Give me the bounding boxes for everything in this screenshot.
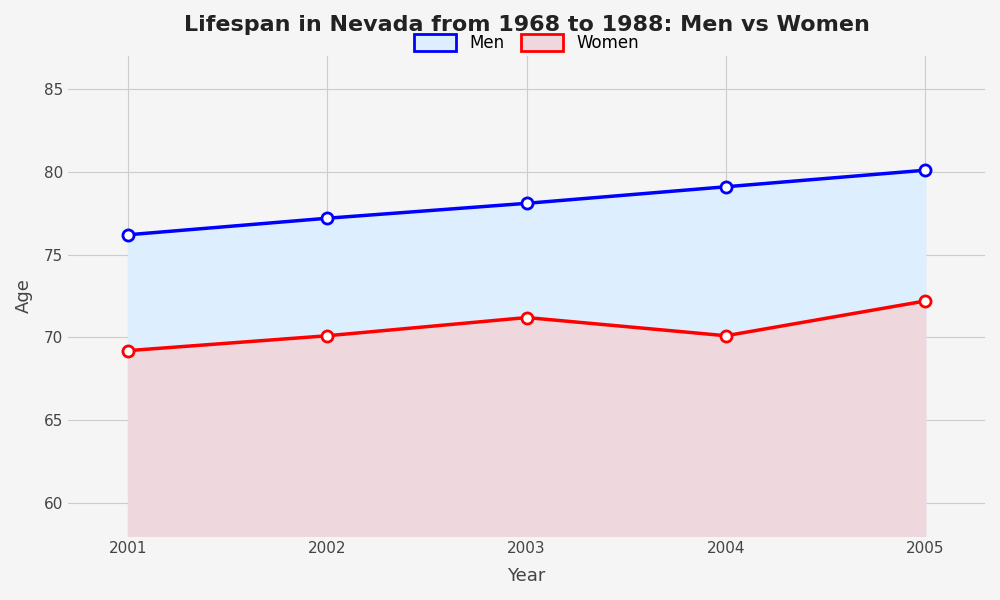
Men [122,231,134,238]
Women [122,347,134,354]
Men [919,167,931,174]
Line: Women: Women [123,295,931,356]
Women [919,298,931,305]
Men [720,183,732,190]
X-axis label: Year: Year [507,567,546,585]
Men [521,200,533,207]
Women [521,314,533,321]
Line: Men: Men [123,164,931,241]
Women [321,332,333,340]
Title: Lifespan in Nevada from 1968 to 1988: Men vs Women: Lifespan in Nevada from 1968 to 1988: Me… [184,15,870,35]
Y-axis label: Age: Age [15,278,33,313]
Men [321,215,333,222]
Women [720,332,732,340]
Legend: Men, Women: Men, Women [406,26,647,61]
